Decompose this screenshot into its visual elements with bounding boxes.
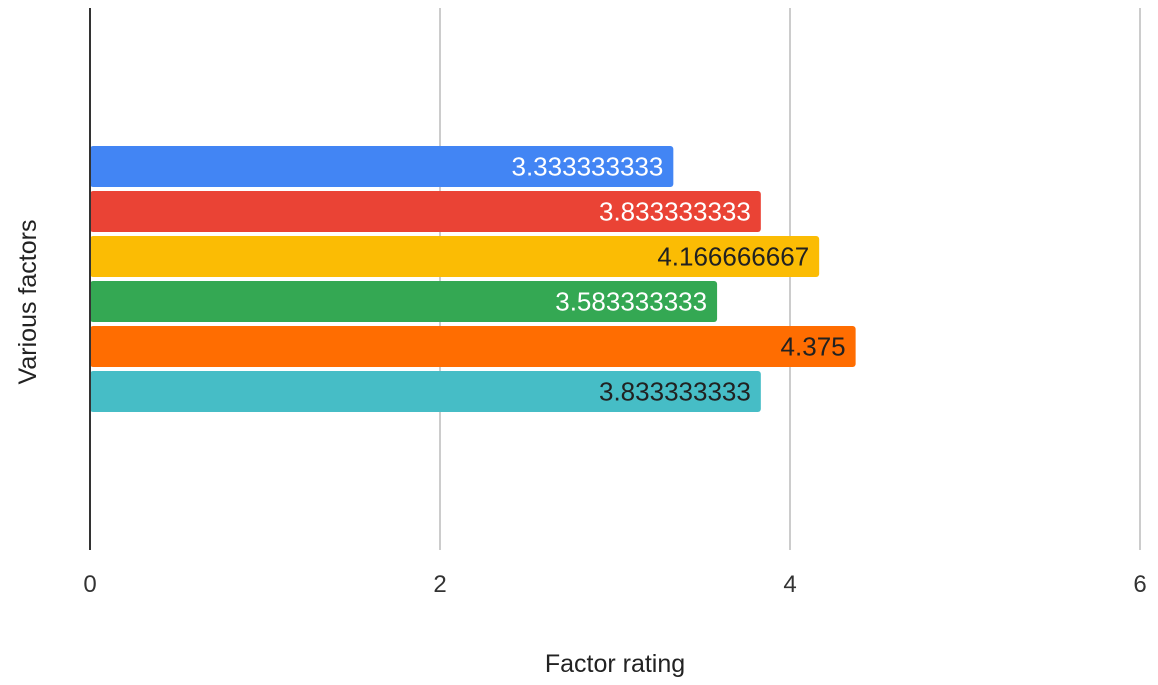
- bar-group: 3.833333333: [90, 191, 761, 232]
- data-label: 4.375: [781, 332, 846, 362]
- data-label: 4.166666667: [657, 242, 809, 272]
- data-label: 3.833333333: [599, 197, 751, 227]
- bar-group: 4.375: [90, 326, 856, 367]
- bar: [90, 191, 761, 232]
- gridlines: [439, 8, 1141, 550]
- bars: 3.333333333 3.833333333 4.166666667 3.58333…: [90, 146, 856, 412]
- bar: [90, 326, 856, 367]
- bar: [90, 236, 820, 277]
- x-axis-title: Factor rating: [545, 650, 685, 678]
- x-tick-label: 0: [83, 571, 96, 598]
- bar: [90, 281, 718, 322]
- y-axis-title: Various factors: [14, 220, 42, 385]
- bar-group: 3.583333333: [90, 281, 718, 322]
- x-tick-labels: 0 2 4 6: [83, 571, 1146, 598]
- bar-group: 3.833333333: [90, 371, 761, 412]
- x-tick-label: 6: [1133, 571, 1146, 598]
- bar-group: 3.333333333: [90, 146, 674, 187]
- bar: [90, 146, 674, 187]
- bar-group: 4.166666667: [90, 236, 820, 277]
- x-tick-label: 2: [433, 571, 446, 598]
- bar: [90, 371, 761, 412]
- data-label: 3.583333333: [555, 287, 707, 317]
- x-tick-label: 4: [783, 571, 796, 598]
- data-label: 3.333333333: [512, 152, 664, 182]
- data-label: 3.833333333: [599, 377, 751, 407]
